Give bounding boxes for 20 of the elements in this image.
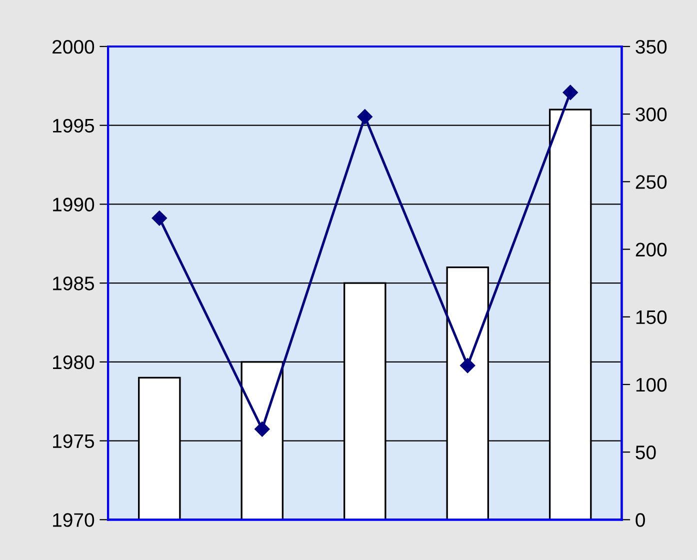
- y-tick-label: 1970: [53, 513, 94, 527]
- y2-tick-label: 250: [636, 175, 667, 189]
- y2-tick-label: 150: [636, 310, 667, 324]
- y-tick-label: 1985: [53, 276, 94, 290]
- point: [152, 210, 167, 226]
- point: [254, 422, 270, 437]
- point: [562, 84, 578, 100]
- y-tick-label: 1995: [53, 118, 94, 133]
- y-tick-label: 1980: [53, 355, 94, 370]
- y-tick-label: 1990: [53, 198, 94, 212]
- y-tick-label: 2000: [52, 40, 94, 54]
- point: [460, 358, 476, 374]
- point: [357, 109, 372, 124]
- y2-tick-label: 100: [636, 378, 667, 392]
- y-tick-label: 1975: [53, 434, 94, 448]
- y2-tick-label: 350: [636, 40, 667, 54]
- y2-tick-label: 0: [636, 513, 645, 527]
- y2-tick-label: 200: [636, 242, 667, 257]
- y2-tick-label: 300: [636, 108, 667, 122]
- y2-tick-label: 50: [636, 446, 656, 460]
